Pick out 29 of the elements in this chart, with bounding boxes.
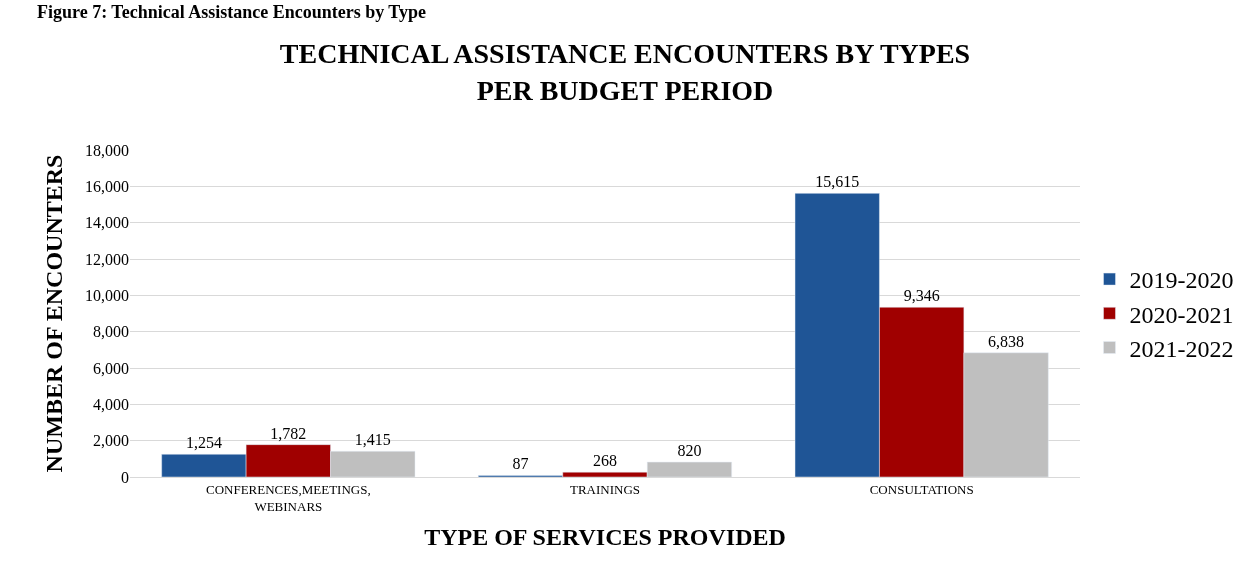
y-tick-label: 10,000 (85, 286, 129, 304)
x-tick-label: CONSULTATIONS (869, 481, 974, 497)
data-label: 820 (677, 442, 702, 460)
y-tick-label: 18,000 (85, 141, 129, 159)
data-label: 1,415 (354, 431, 391, 449)
y-tick-label: 6,000 (93, 359, 129, 377)
y-tick-label: 0 (121, 468, 129, 486)
y-tick-label: 12,000 (85, 250, 129, 268)
legend-label: 2020-2021 (1129, 301, 1234, 328)
data-label: 87 (512, 455, 529, 473)
chart-title: TECHNICAL ASSISTANCE ENCOUNTERS BY TYPES PER BUDGET PERIOD (279, 38, 971, 106)
legend-label: 2019-2020 (1129, 267, 1234, 294)
data-label: 268 (593, 452, 617, 470)
x-axis-title: TYPE OF SERVICES PROVIDED (424, 523, 786, 550)
data-label: 1,782 (270, 424, 307, 442)
data-label: 6,838 (988, 332, 1025, 350)
y-tick-label: 4,000 (93, 395, 129, 413)
legend-label: 2021-2022 (1129, 335, 1234, 362)
data-label: 15,615 (815, 173, 860, 191)
x-tick-label: TRAININGS (569, 481, 641, 497)
y-tick-label: 2,000 (93, 432, 129, 450)
caption: Figure 7: Technical Assistance Encounters by Type (37, 2, 427, 22)
y-axis-title: NUMBER OF ENCOUNTERS (41, 154, 68, 473)
y-tick-label: 8,000 (93, 323, 129, 341)
y-tick-label: 16,000 (85, 177, 129, 195)
x-tick-label: CONFERENCES,MEETINGS, WEBINARS (205, 481, 371, 514)
y-tick-label: 14,000 (85, 214, 129, 232)
data-label: 1,254 (185, 434, 222, 452)
data-label: 9,346 (903, 287, 940, 305)
